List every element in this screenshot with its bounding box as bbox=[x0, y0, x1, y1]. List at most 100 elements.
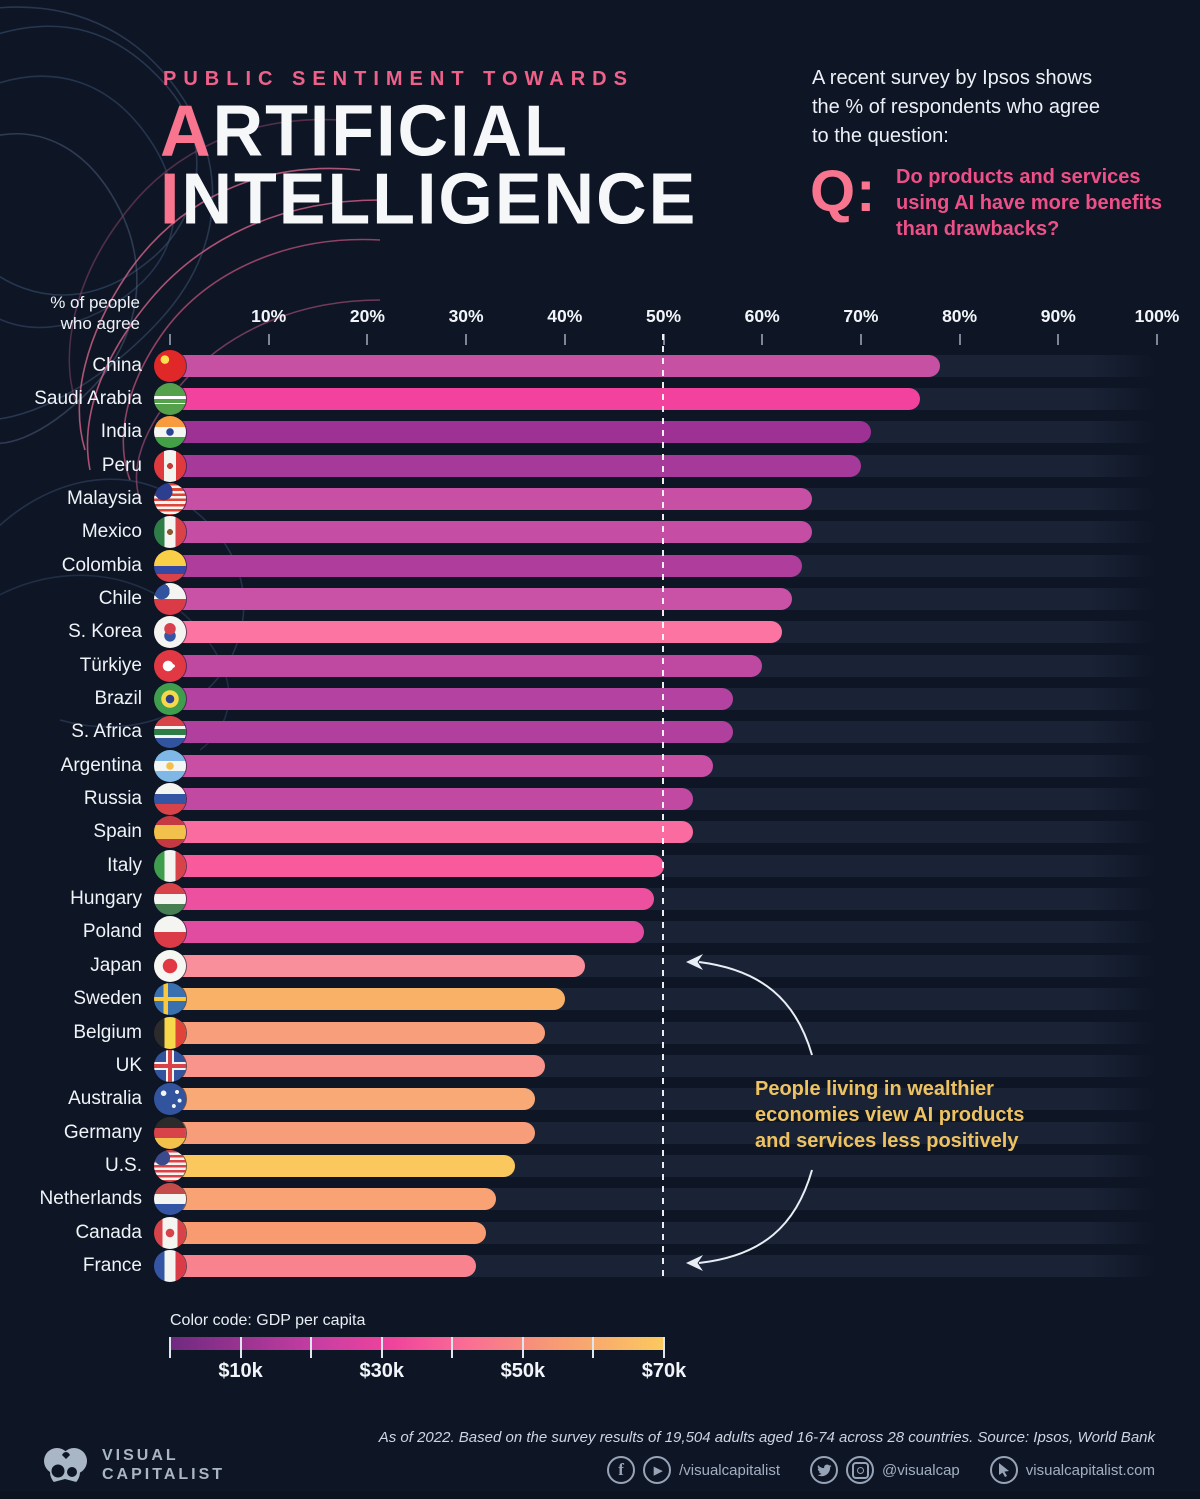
x-axis-tick-mark bbox=[761, 334, 764, 345]
value-bar bbox=[170, 921, 644, 944]
main-title-line1: ARTIFICIAL bbox=[160, 94, 569, 167]
annotation-line: People living in wealthier bbox=[755, 1078, 994, 1100]
chart-row: India bbox=[0, 416, 1200, 449]
annotation-line: economies view AI products bbox=[755, 1104, 1025, 1126]
value-bar bbox=[170, 854, 664, 877]
chart-row: China bbox=[0, 349, 1200, 382]
legend-title: Color code: GDP per capita bbox=[170, 1312, 366, 1329]
chart-row: Peru bbox=[0, 449, 1200, 482]
flag-icon bbox=[154, 349, 186, 382]
chart-row: Russia bbox=[0, 783, 1200, 816]
country-label: Japan bbox=[90, 954, 142, 976]
instagram-glyph bbox=[851, 1461, 869, 1479]
vc-logo-text: VISUAL CAPITALIST bbox=[102, 1446, 225, 1484]
gdp-gradient-bar bbox=[170, 1337, 664, 1350]
chart-row: Spain bbox=[0, 816, 1200, 849]
instagram-icon[interactable] bbox=[846, 1456, 875, 1484]
value-bar bbox=[170, 1021, 546, 1044]
country-label: Mexico bbox=[81, 521, 142, 543]
value-bar bbox=[170, 387, 921, 410]
country-label: Netherlands bbox=[39, 1188, 142, 1210]
value-bar bbox=[170, 754, 713, 777]
flag-icon bbox=[154, 783, 186, 816]
country-label: S. Korea bbox=[68, 621, 142, 643]
legend-tick-mark bbox=[592, 1337, 595, 1358]
country-label: Argentina bbox=[60, 754, 142, 776]
survey-question: Do products and services using AI have m… bbox=[896, 164, 1162, 242]
youtube-play-icon[interactable]: ▶ bbox=[643, 1456, 672, 1484]
eyebrow-title: PUBLIC SENTIMENT TOWARDS bbox=[163, 68, 634, 90]
country-label: Sweden bbox=[73, 988, 142, 1010]
country-label: Peru bbox=[101, 454, 142, 476]
x-axis-tick-label: 20% bbox=[349, 306, 385, 326]
flag-icon bbox=[154, 883, 186, 916]
flag-icon bbox=[154, 1183, 186, 1216]
chart-row: Sweden bbox=[0, 983, 1200, 1016]
value-bar bbox=[170, 454, 861, 477]
facebook-glyph: f bbox=[618, 1460, 624, 1479]
legend-scale-label: $30k bbox=[359, 1360, 404, 1382]
country-label: Australia bbox=[68, 1088, 142, 1110]
legend-scale-label: $10k bbox=[218, 1360, 263, 1382]
value-bar bbox=[170, 354, 940, 377]
y-axis-title-line2: who agree bbox=[60, 314, 140, 333]
x-axis-tick-mark bbox=[1057, 334, 1060, 345]
country-label: UK bbox=[115, 1054, 142, 1076]
value-bar bbox=[170, 954, 585, 977]
country-label: Türkiye bbox=[79, 654, 142, 676]
flag-icon bbox=[154, 1249, 186, 1282]
facebook-icon[interactable]: f bbox=[607, 1456, 636, 1484]
country-label: India bbox=[100, 421, 142, 443]
twitter-instagram-handle[interactable]: @visualcap bbox=[882, 1461, 960, 1479]
flag-icon bbox=[154, 449, 186, 482]
chart-row: Türkiye bbox=[0, 649, 1200, 682]
website-link[interactable]: visualcapitalist.com bbox=[1025, 1461, 1155, 1479]
question-line: than drawbacks? bbox=[896, 218, 1060, 240]
chart-row: Canada bbox=[0, 1216, 1200, 1249]
value-bar bbox=[170, 587, 792, 610]
country-label: Poland bbox=[82, 921, 142, 943]
country-label: Hungary bbox=[70, 888, 142, 910]
x-axis-tick-label: 30% bbox=[448, 306, 484, 326]
chart-row: S. Korea bbox=[0, 616, 1200, 649]
intro-line: to the question: bbox=[812, 125, 949, 147]
title-line2-rest: NTELLIGENCE bbox=[181, 157, 698, 239]
cursor-glyph bbox=[998, 1463, 1009, 1477]
intro-line: the % of respondents who agree bbox=[812, 96, 1100, 118]
cursor-icon[interactable] bbox=[989, 1456, 1018, 1484]
visual-capitalist-logo[interactable]: VISUAL CAPITALIST bbox=[40, 1441, 225, 1489]
flag-icon bbox=[154, 582, 186, 615]
flag-icon bbox=[154, 1116, 186, 1149]
chart-row: Chile bbox=[0, 582, 1200, 615]
value-bar bbox=[170, 688, 733, 710]
x-axis-tick-mark bbox=[1156, 334, 1158, 345]
legend-tick-mark bbox=[521, 1337, 524, 1358]
question-q-label: Q: bbox=[810, 159, 877, 224]
intro-line: A recent survey by Ipsos shows bbox=[812, 67, 1093, 89]
value-bar bbox=[170, 554, 802, 577]
twitter-icon[interactable] bbox=[810, 1456, 839, 1484]
x-axis-tick-label: 10% bbox=[251, 306, 287, 326]
country-label: Malaysia bbox=[67, 487, 142, 509]
chart-row: S. Africa bbox=[0, 716, 1200, 749]
flag-icon bbox=[154, 549, 186, 582]
flag-icon bbox=[154, 416, 186, 449]
chart-row: Brazil bbox=[0, 683, 1200, 715]
country-label: Russia bbox=[83, 788, 142, 810]
chart-row: Belgium bbox=[0, 1016, 1200, 1049]
value-bar bbox=[170, 788, 694, 811]
flag-icon bbox=[154, 616, 186, 649]
flag-icon bbox=[154, 983, 186, 1016]
x-axis-tick-label: 100% bbox=[1134, 306, 1180, 326]
chart-row: Argentina bbox=[0, 749, 1200, 782]
facebook-youtube-handle[interactable]: /visualcapitalist bbox=[679, 1461, 781, 1479]
flag-icon bbox=[154, 849, 186, 882]
value-bar bbox=[170, 1154, 516, 1177]
main-title-line2: INTELLIGENCE bbox=[160, 162, 697, 235]
value-bar bbox=[170, 621, 782, 644]
legend-tick-mark bbox=[169, 1337, 171, 1358]
value-bar bbox=[170, 1054, 546, 1077]
question-line: Do products and services bbox=[896, 166, 1141, 188]
flag-icon bbox=[154, 482, 186, 515]
